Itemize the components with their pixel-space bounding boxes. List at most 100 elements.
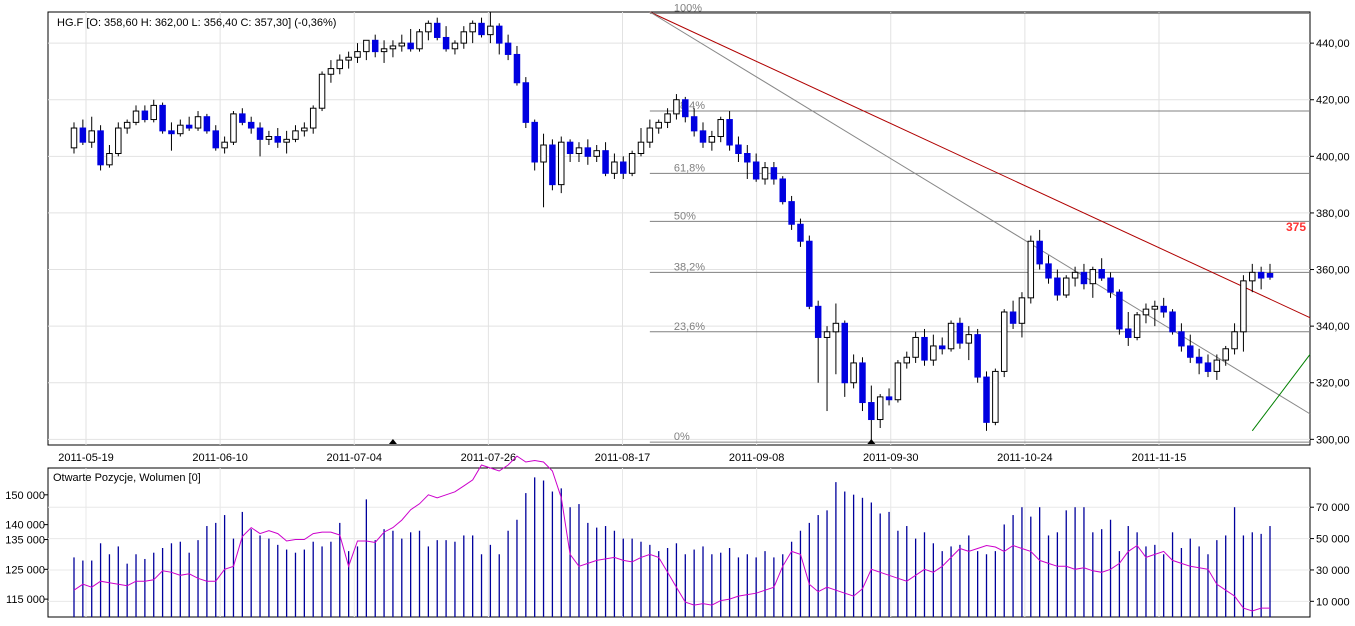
candle-body-up	[88, 130, 95, 143]
candle-body-down	[770, 167, 778, 180]
volume-grid	[48, 468, 1310, 617]
trendline	[649, 11, 1311, 319]
volume-axis-tick-label: 50 000	[1316, 534, 1350, 546]
price-annotation-label: 375	[1286, 220, 1306, 234]
candle-body-up	[1089, 269, 1097, 285]
candle-body-up	[673, 99, 680, 115]
candle-body-up	[912, 336, 919, 358]
candle-body-down	[1195, 356, 1203, 364]
candle-body-up	[965, 334, 973, 344]
candle-body-down	[1009, 311, 1017, 324]
candle-body-up	[265, 136, 273, 140]
candle-body-up	[823, 331, 831, 338]
candle-body-up	[1231, 331, 1238, 350]
candle-body-up	[301, 127, 308, 132]
candle-body-down	[1160, 305, 1167, 313]
fibonacci-level-label: 78,4%	[674, 100, 705, 112]
candle-body-up	[460, 31, 468, 44]
date-markers	[388, 439, 876, 444]
candle-body-down	[779, 178, 786, 203]
candle-body-up	[487, 25, 494, 36]
candle-body-up	[283, 138, 290, 143]
fibonacci-level-label: 38,2%	[674, 261, 705, 273]
candle-body-up	[292, 130, 299, 140]
candle-body-down	[141, 110, 149, 121]
oi-axis-tick-label: 140 000	[5, 520, 45, 532]
volume-axis-tick-label: 30 000	[1316, 565, 1350, 577]
candle-body-up	[930, 345, 937, 361]
candle-body-up	[1249, 271, 1256, 282]
candle-body-down	[97, 130, 104, 166]
candle-body-down	[203, 116, 211, 132]
candle-body-up	[903, 356, 911, 364]
candle-body-down	[859, 362, 866, 404]
candle-body-up	[761, 167, 769, 180]
candle-body-up	[655, 121, 662, 129]
candle-body-up	[850, 362, 857, 384]
candle-body-down	[690, 116, 698, 132]
candle-body-down	[274, 136, 282, 143]
candle-body-down	[1178, 331, 1185, 347]
date-marker-triangle	[867, 439, 876, 444]
candle-body-down	[1080, 271, 1088, 285]
candle-body-down	[185, 124, 193, 129]
candle-body-up	[469, 22, 476, 33]
candle-body-up	[309, 107, 317, 129]
candle-body-up	[1222, 348, 1229, 361]
candle-body-down	[682, 99, 689, 118]
candle-body-up	[230, 113, 237, 143]
candle-body-down	[584, 147, 592, 157]
volume-axis-tick-label: 70 000	[1316, 502, 1350, 514]
oi-axis-tick-label: 115 000	[6, 594, 45, 606]
candle-body-up	[628, 153, 636, 174]
candle-body-up	[194, 116, 202, 129]
candle-body-up	[150, 104, 157, 121]
volume-panel: 150 000 140 000 135 000 125 000 115 000 70 0…	[5, 455, 1350, 618]
price-y-tick-label: 320,00	[1316, 378, 1350, 390]
candle-body-down	[442, 36, 450, 50]
price-x-tick-label: 2011-07-04	[327, 452, 382, 464]
candle-body-down	[247, 121, 255, 129]
candle-body-down	[1257, 271, 1265, 279]
volume-axis-tick-label: 10 000	[1316, 596, 1350, 608]
candle-body-down	[744, 153, 751, 163]
price-x-tick-label: 2011-10-24	[997, 452, 1052, 464]
price-x-tick-label: 2011-08-17	[595, 452, 650, 464]
candle-body-down	[1054, 277, 1061, 296]
candle-body-down	[168, 130, 175, 135]
price-x-tick-label: 2011-09-08	[729, 452, 784, 464]
candle-body-up	[717, 119, 724, 138]
volume-axis: 70 000 50 000 30 000 10 000	[1310, 502, 1350, 608]
price-y-tick-label: 360,00	[1316, 265, 1350, 277]
candle-body-up	[646, 127, 654, 143]
candle-body-down	[983, 376, 990, 423]
candle-body-down	[513, 53, 521, 84]
candle-body-down	[726, 119, 733, 146]
price-x-tick-label: 2011-05-19	[58, 452, 113, 464]
candle-body-down	[806, 240, 813, 307]
oi-axis-tick-label: 125 000	[5, 564, 45, 576]
fibonacci-levels: 100% 78,4% 61,8% 50% 38,2% 23,6% 0%	[649, 2, 1310, 443]
open-interest-line	[73, 455, 1270, 612]
candle-body-down	[938, 345, 946, 350]
candle-body-up	[398, 42, 406, 47]
candle-body-down	[1107, 277, 1114, 293]
candle-body-up	[540, 144, 547, 163]
price-y-tick-label: 440,00	[1316, 38, 1350, 50]
candle-body-up	[336, 59, 344, 70]
candle-body-down	[212, 130, 219, 149]
candle-body-up	[593, 150, 600, 157]
candle-body-down	[566, 141, 574, 155]
fibonacci-level-label: 50%	[674, 210, 696, 222]
price-y-tick-label: 300,00	[1316, 434, 1350, 446]
candle-body-down	[1116, 291, 1123, 330]
candle-body-down	[79, 127, 87, 143]
candle-body-up	[708, 136, 716, 143]
candle-body-down	[522, 82, 530, 123]
price-panel: 100% 78,4% 61,8% 50% 38,2% 23,6% 0% 300,00 320,…	[47, 2, 1350, 464]
fibonacci-level-label: 23,6%	[674, 321, 705, 333]
candle-body-down	[239, 113, 246, 123]
candle-body-down	[956, 322, 964, 344]
candle-body-up	[1151, 305, 1159, 310]
